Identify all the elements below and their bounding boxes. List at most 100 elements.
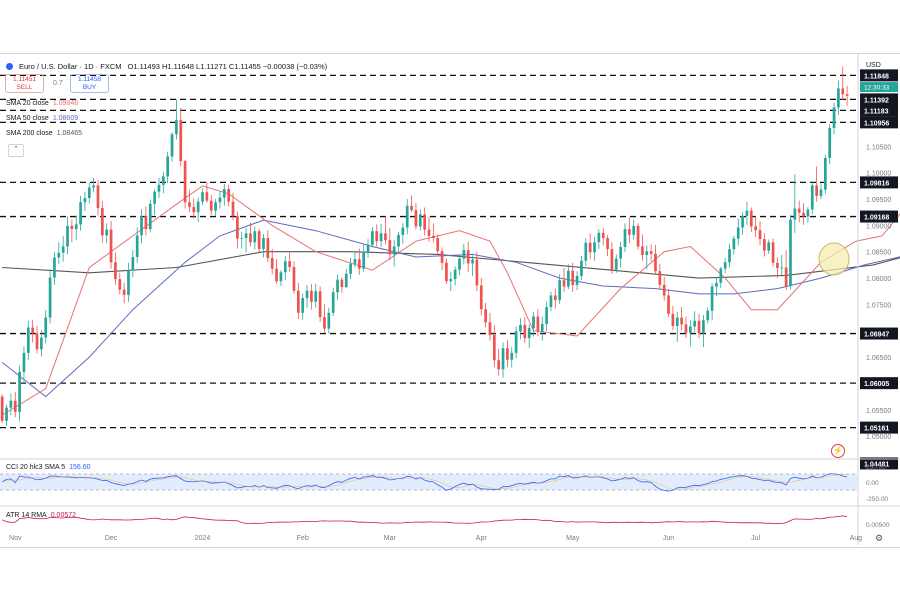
candle (510, 347, 514, 368)
candle (684, 316, 688, 339)
candle (144, 206, 148, 236)
candle (532, 312, 535, 337)
candle-body (784, 267, 788, 286)
countdown-bg (860, 82, 898, 93)
legend-sma200[interactable]: SMA 200 close 1.08465 (6, 130, 83, 137)
symbol-title[interactable]: Euro / U.S. Dollar · 1D · FXCM (19, 62, 122, 71)
candle-body (5, 407, 8, 421)
candle-body (357, 259, 361, 269)
candle-body (392, 246, 396, 255)
candle-body (697, 320, 701, 334)
legend-atr[interactable]: ATR 14 RMA 0.00572 (6, 512, 77, 519)
level-label-text: 1.11392 (864, 97, 889, 104)
candle-body (693, 320, 697, 327)
cci-tick-label: 250.00 (866, 464, 886, 471)
price-tick-label: 1.05500 (866, 408, 891, 415)
level-label-bg (860, 116, 898, 129)
legend-sma50[interactable]: SMA 50 close 1.08609 (6, 115, 79, 122)
time-tick-label: Mar (384, 535, 397, 542)
candle (305, 284, 309, 308)
candle (388, 228, 392, 261)
candle (514, 326, 518, 359)
sma200-line (2, 251, 900, 279)
candle (471, 255, 474, 276)
candle (445, 258, 448, 284)
candle (53, 252, 56, 285)
candle-body (645, 251, 649, 255)
candle-body (414, 210, 418, 227)
candle-body (314, 291, 318, 302)
candle (253, 226, 257, 250)
candle-body (384, 233, 387, 241)
collapse-legend-icon[interactable]: ⌃ (8, 144, 24, 157)
candle (349, 258, 352, 280)
gear-icon[interactable]: ⚙ (875, 533, 884, 543)
candle-body (427, 229, 431, 236)
candle (449, 271, 453, 292)
level-label: 1.04481 (860, 457, 898, 470)
candle (606, 235, 609, 256)
candle (593, 236, 596, 261)
candle (688, 319, 692, 347)
candle (745, 201, 749, 225)
candle (545, 301, 548, 331)
buy-button[interactable]: 1.11458 BUY (70, 74, 109, 93)
candle (741, 212, 744, 235)
lightning-icon[interactable]: ⚡ (831, 444, 845, 458)
candle (645, 245, 649, 270)
candle (736, 218, 740, 246)
candle-body (510, 352, 514, 360)
candle-body (0, 396, 4, 421)
time-tick-label: Nov (9, 535, 22, 542)
candle (79, 195, 82, 231)
candle (845, 85, 849, 106)
level-label: 1.11848 (860, 69, 898, 82)
candle (292, 261, 296, 294)
candle (318, 286, 322, 322)
candle (18, 365, 21, 422)
candle-body (18, 371, 21, 412)
time-tick-label: Aug (850, 535, 863, 542)
candle (192, 198, 196, 219)
candle (196, 197, 200, 223)
candle (815, 166, 818, 202)
candle-body (279, 272, 283, 282)
candle (166, 151, 170, 184)
legend-cci[interactable]: CCI 20 hlc3 SMA 5 156.60 (6, 464, 91, 471)
candle-body (362, 251, 366, 269)
candle (763, 233, 766, 257)
level-label-bg (860, 327, 898, 340)
price-tick-label: 1.06500 (866, 355, 891, 362)
candle (728, 243, 731, 268)
candle-body (353, 259, 357, 264)
sell-button[interactable]: 1.11451 SELL (5, 74, 44, 93)
candle (458, 255, 461, 275)
candle (227, 184, 231, 207)
candle-body (793, 208, 797, 220)
candle (484, 302, 487, 328)
candle (201, 188, 204, 205)
candle-body (453, 269, 457, 280)
legend-sma20[interactable]: SMA 20 close 1.09848 (6, 100, 79, 107)
candle (405, 199, 409, 235)
candle (488, 312, 492, 341)
candle-body (209, 200, 213, 211)
candle (523, 317, 527, 344)
candle (632, 219, 636, 240)
candle-body (262, 238, 265, 250)
candle (301, 293, 305, 320)
candle (0, 394, 4, 423)
candle-body (371, 231, 374, 245)
level-label-text: 1.09816 (864, 180, 889, 187)
candle (497, 348, 501, 376)
candle-body (183, 161, 187, 203)
candle (353, 251, 357, 268)
candle-body (728, 249, 731, 263)
candle-body (401, 227, 405, 235)
candle (693, 311, 697, 333)
candle (501, 342, 505, 378)
candle (601, 228, 605, 246)
candle-body (201, 192, 204, 202)
cci-band (0, 474, 858, 490)
